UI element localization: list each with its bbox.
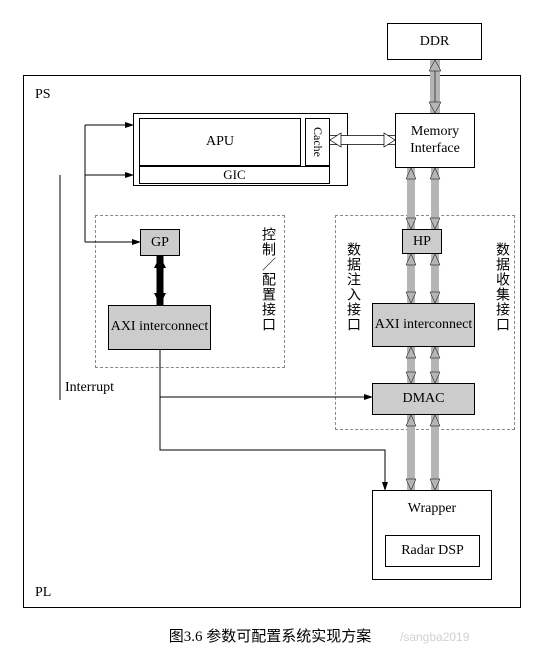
diagram-canvas: PS PL DDR APU Cache GIC Memory Interface… [5, 5, 535, 652]
arrows-layer [5, 5, 535, 652]
